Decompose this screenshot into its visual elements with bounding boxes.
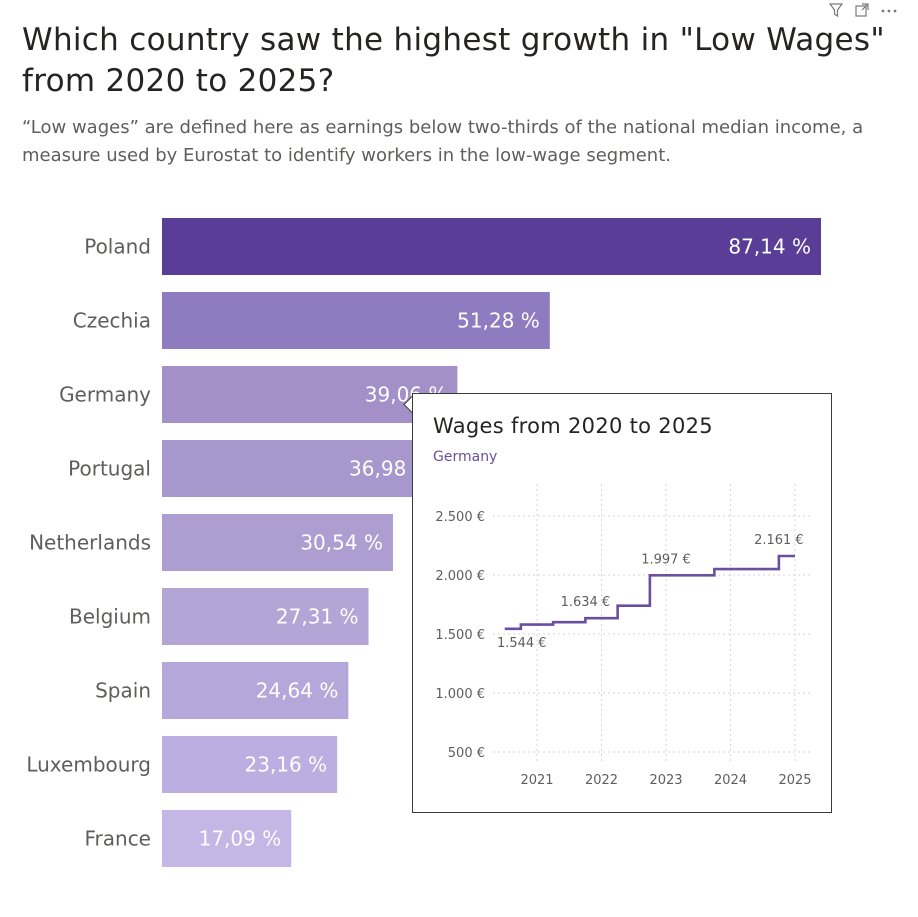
- y-tick-label: 500 €: [448, 746, 485, 761]
- x-tick-label: 2025: [778, 773, 811, 788]
- category-label-poland: Poland: [84, 235, 151, 259]
- y-tick-label: 1.500 €: [435, 628, 485, 643]
- x-tick-label: 2024: [714, 773, 747, 788]
- data-label-poland: 87,14 %: [728, 235, 811, 259]
- data-label-belgium: 27,31 %: [276, 605, 359, 629]
- data-label-netherlands: 30,54 %: [300, 531, 383, 555]
- bar-poland[interactable]: [162, 218, 821, 275]
- category-label-portugal: Portugal: [68, 457, 151, 481]
- data-label-luxembourg: 23,16 %: [245, 753, 328, 777]
- line-data-label: 2.161 €: [754, 533, 804, 548]
- category-label-france: France: [84, 827, 151, 851]
- category-label-germany: Germany: [59, 383, 151, 407]
- category-label-netherlands: Netherlands: [29, 531, 151, 555]
- line-data-label: 1.634 €: [561, 595, 611, 610]
- x-tick-label: 2022: [585, 773, 618, 788]
- y-tick-label: 2.500 €: [435, 510, 485, 525]
- tooltip-panel: Wages from 2020 to 2025 Germany 500 €1.0…: [412, 393, 832, 813]
- category-label-belgium: Belgium: [69, 605, 151, 629]
- line-chart: 500 € 1.000 € 1.500 € 2.000 € 2.500 € 2021 202…: [413, 394, 833, 814]
- line-data-label: 1.997 €: [641, 552, 691, 567]
- category-label-spain: Spain: [95, 679, 151, 703]
- data-label-france: 17,09 %: [199, 827, 282, 851]
- data-label-spain: 24,64 %: [256, 679, 339, 703]
- category-label-luxembourg: Luxembourg: [26, 753, 151, 777]
- x-tick-label: 2023: [649, 773, 682, 788]
- line-data-label: 1.544 €: [497, 636, 547, 651]
- y-tick-label: 2.000 €: [435, 569, 485, 584]
- data-label-czechia: 51,28 %: [457, 309, 540, 333]
- x-tick-label: 2021: [520, 773, 553, 788]
- y-tick-label: 1.000 €: [435, 687, 485, 702]
- category-label-czechia: Czechia: [73, 309, 151, 333]
